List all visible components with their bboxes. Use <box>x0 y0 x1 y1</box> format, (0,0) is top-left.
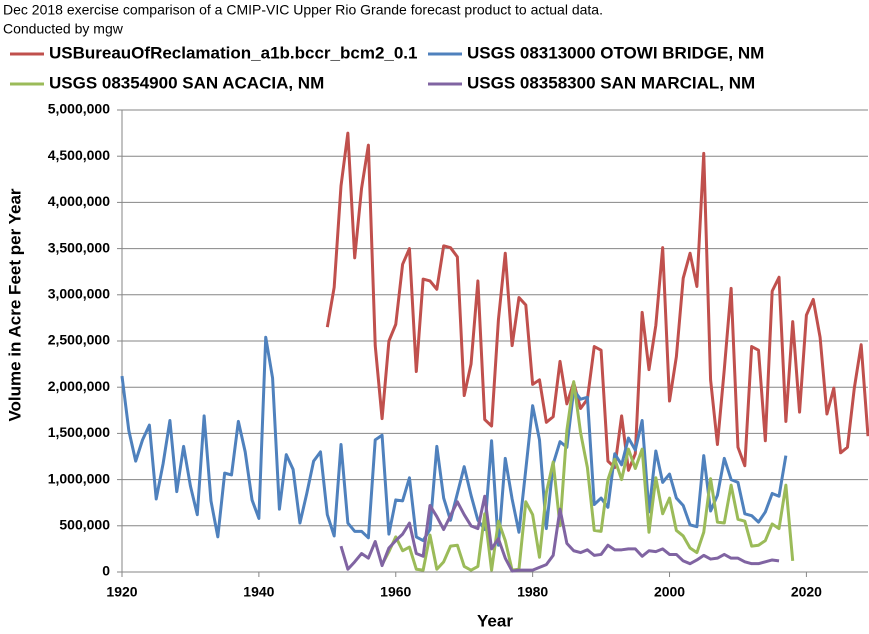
y-tick-label: 1,500,000 <box>48 424 110 440</box>
legend-label: USBureauOfReclamation_a1b.bccr_bcm2_0.1 <box>49 43 418 62</box>
x-tick-label: 1920 <box>106 584 137 600</box>
series-line <box>380 380 795 572</box>
chart-title: Dec 2018 exercise comparison of a CMIP-V… <box>3 2 603 18</box>
y-tick-label: 4,000,000 <box>48 193 110 209</box>
y-tick-label: 4,500,000 <box>48 147 110 163</box>
x-tick-label: 1960 <box>380 584 411 600</box>
y-tick-label: 2,000,000 <box>48 378 110 394</box>
legend-label: USGS 08354900 SAN ACACIA, NM <box>49 73 324 92</box>
y-tick-label: 1,000,000 <box>48 470 110 486</box>
y-tick-label: 3,500,000 <box>48 239 110 255</box>
y-tick-label: 3,000,000 <box>48 286 110 302</box>
y-tick-label: 0 <box>102 563 110 579</box>
series-line <box>325 131 869 472</box>
y-tick-label: 5,000,000 <box>48 101 110 117</box>
x-tick-label: 1980 <box>517 584 548 600</box>
x-tick-label: 2020 <box>791 584 822 600</box>
x-tick-label: 2000 <box>654 584 685 600</box>
x-axis-title: Year <box>477 611 513 630</box>
y-tick-label: 2,500,000 <box>48 332 110 348</box>
y-axis-title: Volume in Acre Feet per Year <box>5 188 24 421</box>
legend-label: USGS 08313000 OTOWI BRIDGE, NM <box>467 43 764 62</box>
y-tick-label: 500,000 <box>59 517 110 533</box>
legend-label: USGS 08358300 SAN MARCIAL, NM <box>467 73 755 92</box>
chart-subtitle: Conducted by mgw <box>3 21 124 37</box>
x-tick-label: 1940 <box>243 584 274 600</box>
series-line <box>339 494 780 573</box>
series-line <box>120 335 788 547</box>
